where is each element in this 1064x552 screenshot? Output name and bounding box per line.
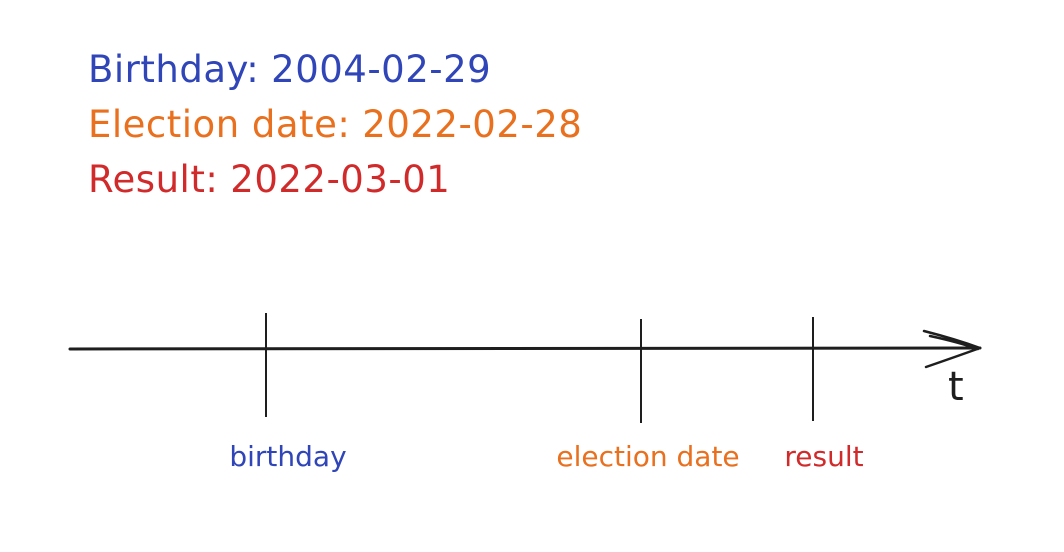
legend-result-label: Result: — [88, 158, 219, 201]
legend-birthday: Birthday: 2004-02-29 — [88, 42, 582, 97]
time-axis-label: t — [948, 364, 964, 410]
time-axis-arrowhead — [922, 329, 982, 369]
election-date-event-label: election date — [556, 440, 740, 473]
legend-election: Election date: 2022-02-28 — [88, 97, 582, 152]
birthday-event-label: birthday — [229, 440, 347, 473]
legend-birthday-value: 2004-02-29 — [271, 48, 492, 91]
legend-election-value: 2022-02-28 — [362, 103, 583, 146]
result-event-label: result — [784, 440, 864, 473]
date-legend: Birthday: 2004-02-29 Election date: 2022-0… — [88, 42, 582, 207]
time-axis-line — [68, 346, 982, 351]
legend-result-value: 2022-03-01 — [230, 158, 451, 201]
legend-election-label: Election date: — [88, 103, 351, 146]
legend-result: Result: 2022-03-01 — [88, 152, 582, 207]
legend-birthday-label: Birthday: — [88, 48, 260, 91]
